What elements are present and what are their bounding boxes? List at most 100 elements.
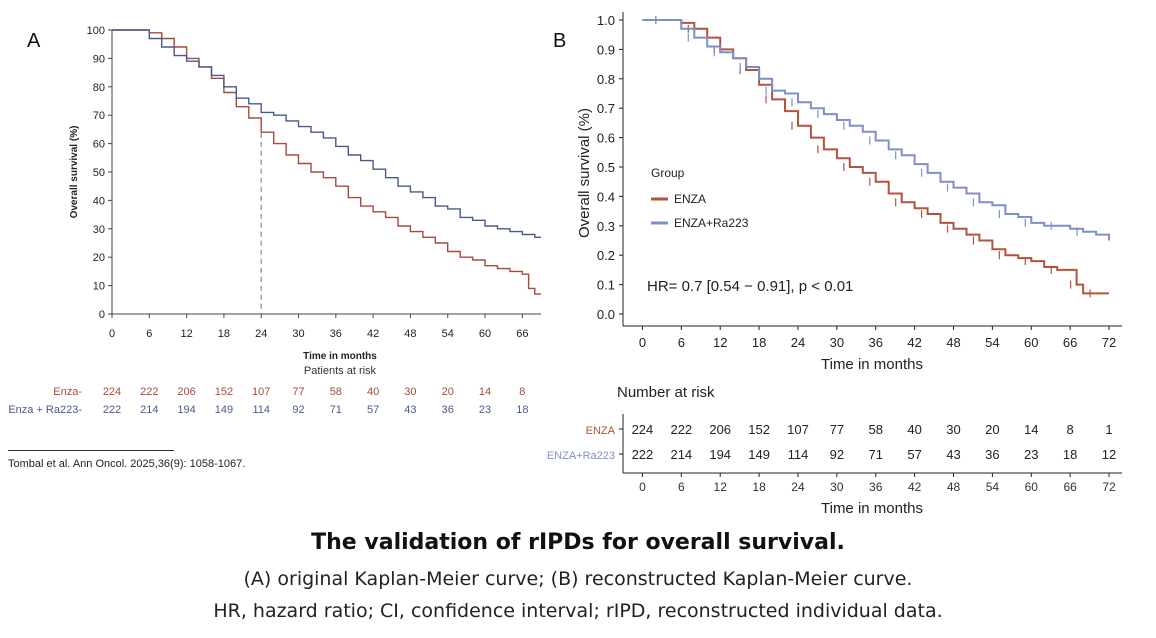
risk-value-a: 149	[215, 404, 233, 416]
risk-x-tick-label-b: 18	[752, 480, 766, 494]
y-tick-label-b: 0.0	[597, 307, 615, 322]
risk-value-b: 107	[787, 422, 809, 437]
risk-x-tick-label-b: 0	[639, 480, 646, 494]
y-tick-label-b: 0.3	[597, 219, 615, 234]
x-tick-label-a: 30	[292, 328, 304, 340]
risk-value-a: 8	[519, 386, 525, 398]
panel-a-letter: A	[27, 30, 41, 52]
x-tick-label-a: 48	[404, 328, 416, 340]
x-tick-label-b: 36	[869, 335, 883, 350]
risk-value-a: 43	[404, 404, 416, 416]
y-tick-label-b: 1.0	[597, 13, 615, 28]
risk-value-b: 43	[946, 447, 960, 462]
risk-value-a: 194	[177, 404, 195, 416]
y-axis-title-a: Overall survival (%)	[69, 126, 80, 219]
risk-value-b: 58	[869, 422, 883, 437]
risk-value-b: 92	[830, 447, 844, 462]
x-tick-label-b: 54	[985, 335, 999, 350]
risk-value-b: 1	[1105, 422, 1112, 437]
risk-value-a: 57	[367, 404, 379, 416]
figure-caption-line-1: (A) original Kaplan-Meier curve; (B) rec…	[243, 568, 913, 590]
risk-value-a: 36	[442, 404, 454, 416]
risk-value-b: 214	[670, 447, 692, 462]
x-axis-title-a: Time in months	[303, 351, 377, 362]
risk-x-tick-label-b: 48	[947, 480, 961, 494]
y-tick-label-a: 20	[93, 252, 105, 264]
y-tick-label-a: 50	[93, 167, 105, 179]
risk-x-tick-label-b: 30	[830, 480, 844, 494]
risk-row-label-a: Enza + Ra223-	[8, 404, 82, 416]
citation: Tombal et al. Ann Oncol. 2025,36(9): 105…	[8, 458, 246, 470]
x-tick-label-b: 30	[830, 335, 844, 350]
x-tick-label-b: 18	[752, 335, 766, 350]
y-tick-label-b: 0.1	[597, 278, 615, 293]
y-tick-label-a: 70	[93, 110, 105, 122]
risk-value-a: 222	[140, 386, 158, 398]
risk-value-b: 77	[830, 422, 844, 437]
y-tick-label-a: 90	[93, 53, 105, 65]
y-tick-label-b: 0.8	[597, 72, 615, 87]
risk-value-b: 57	[907, 447, 921, 462]
x-tick-label-a: 0	[109, 328, 115, 340]
x-tick-label-a: 60	[479, 328, 491, 340]
risk-x-tick-label-b: 6	[678, 480, 685, 494]
risk-value-b: 36	[985, 447, 999, 462]
x-tick-label-b: 66	[1063, 335, 1077, 350]
citation-divider	[8, 450, 174, 451]
y-tick-label-b: 0.6	[597, 131, 615, 146]
risk-x-tick-label-b: 66	[1063, 480, 1077, 494]
risk-value-a: 30	[404, 386, 416, 398]
risk-value-b: 206	[709, 422, 731, 437]
x-tick-label-b: 0	[639, 335, 646, 350]
risk-value-b: 149	[748, 447, 770, 462]
risk-value-a: 14	[479, 386, 491, 398]
risk-value-a: 23	[479, 404, 491, 416]
x-tick-label-a: 42	[367, 328, 379, 340]
legend-title-b: Group	[651, 166, 685, 180]
risk-value-b: 14	[1024, 422, 1038, 437]
x-tick-label-b: 60	[1024, 335, 1038, 350]
risk-value-a: 58	[330, 386, 342, 398]
risk-value-b: 40	[907, 422, 921, 437]
y-axis-title-b: Overall survival (%)	[576, 108, 593, 238]
risk-x-tick-label-b: 36	[869, 480, 883, 494]
risk-table-title-a: Patients at risk	[304, 365, 377, 377]
risk-value-b: 23	[1024, 447, 1038, 462]
risk-value-b: 224	[632, 422, 654, 437]
legend-label-b: ENZA	[674, 192, 706, 206]
x-tick-label-b: 12	[713, 335, 727, 350]
risk-value-b: 30	[946, 422, 960, 437]
x-tick-label-b: 42	[907, 335, 921, 350]
risk-table-xlabel-b: Time in months	[821, 500, 923, 517]
risk-value-b: 194	[709, 447, 731, 462]
x-axis-title-b: Time in months	[821, 356, 923, 373]
x-tick-label-a: 24	[255, 328, 267, 340]
y-tick-label-b: 0.9	[597, 42, 615, 57]
risk-value-a: 71	[330, 404, 342, 416]
risk-x-tick-label-b: 54	[986, 480, 1000, 494]
figure-caption-title: The validation of rIPDs for overall surv…	[311, 530, 845, 555]
risk-value-a: 77	[292, 386, 304, 398]
figure-caption-line-2: HR, hazard ratio; CI, confidence interva…	[213, 600, 943, 622]
risk-value-a: 222	[103, 404, 121, 416]
x-tick-label-b: 48	[946, 335, 960, 350]
y-tick-label-b: 0.5	[597, 160, 615, 175]
panel-b-letter: B	[553, 30, 567, 52]
hazard-ratio-text: HR= 0.7 [0.54 − 0.91], p < 0.01	[647, 278, 853, 295]
legend-label-b: ENZA+Ra223	[674, 216, 749, 230]
risk-value-b: 18	[1063, 447, 1077, 462]
risk-table-title-b: Number at risk	[617, 384, 715, 401]
risk-value-b: 12	[1102, 447, 1116, 462]
x-tick-label-a: 18	[218, 328, 230, 340]
risk-value-a: 20	[442, 386, 454, 398]
y-tick-label-a: 40	[93, 195, 105, 207]
risk-value-a: 206	[177, 386, 195, 398]
risk-value-a: 152	[215, 386, 233, 398]
x-tick-label-b: 72	[1102, 335, 1116, 350]
km-chart-a: 0 10 20 30 40 50 60 70 80 90 100 0 6 12 18 24 30 36 42 48 54…	[8, 25, 541, 416]
y-tick-label-a: 30	[93, 224, 105, 236]
x-tick-label-b: 6	[678, 335, 685, 350]
km-curve-b-enza-ra223	[642, 19, 1110, 241]
y-tick-label-a: 60	[93, 139, 105, 151]
risk-x-tick-label-b: 24	[791, 480, 805, 494]
